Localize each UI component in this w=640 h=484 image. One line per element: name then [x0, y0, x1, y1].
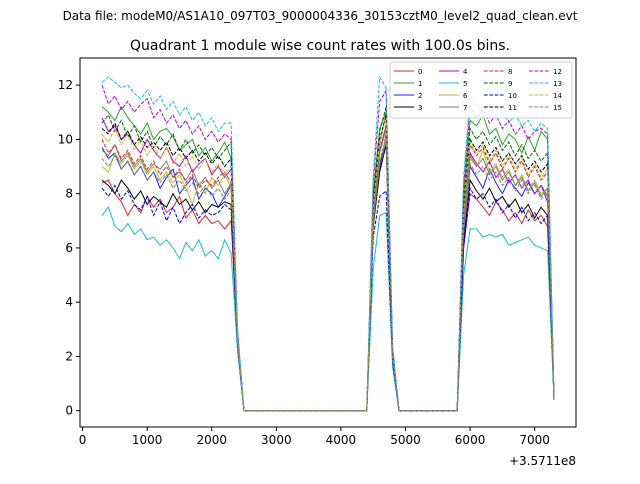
y-tick-label: 0: [65, 404, 73, 418]
legend-label-3: 3: [418, 104, 422, 112]
legend-label-12: 12: [553, 68, 562, 76]
x-offset-label: +3.5711e8: [509, 454, 576, 468]
x-tick-label: 1000: [132, 433, 163, 447]
y-tick-label: 2: [65, 349, 73, 363]
x-axis: 0 1000 2000 3000 4000 5000 6000 7000: [79, 427, 550, 447]
legend-label-14: 14: [553, 92, 562, 100]
legend-label-5: 5: [463, 80, 467, 88]
legend-label-7: 7: [463, 104, 467, 112]
legend-label-1: 1: [418, 80, 422, 88]
x-tick-label: 7000: [519, 433, 550, 447]
legend-label-4: 4: [463, 68, 468, 76]
series-line-15: [101, 136, 555, 412]
chart-title: Quadrant 1 module wise count rates with …: [130, 38, 510, 54]
legend-label-15: 15: [553, 104, 562, 112]
x-tick-label: 0: [79, 433, 87, 447]
x-tick-label: 3000: [261, 433, 292, 447]
x-tick-label: 4000: [326, 433, 357, 447]
y-tick-label: 12: [58, 78, 73, 92]
axes-frame: [79, 57, 577, 428]
y-tick-label: 10: [58, 132, 73, 146]
x-tick-label: 5000: [390, 433, 421, 447]
legend-label-0: 0: [418, 68, 422, 76]
y-tick-label: 8: [65, 187, 73, 201]
series-line-9: [101, 106, 555, 412]
legend-label-11: 11: [508, 104, 517, 112]
legend-label-6: 6: [463, 92, 468, 100]
y-axis: 0 2 4 6 8 10 12: [58, 78, 80, 418]
y-tick-label: 4: [65, 295, 73, 309]
series-layer: [101, 75, 555, 412]
legend-label-9: 9: [508, 80, 512, 88]
legend-label-2: 2: [418, 92, 422, 100]
legend-label-8: 8: [508, 68, 512, 76]
legend-box: [389, 61, 573, 119]
y-tick-label: 6: [65, 241, 73, 255]
figure-suptitle: Data file: modeM0/AS1A10_097T03_90000043…: [63, 9, 578, 23]
legend-label-13: 13: [553, 80, 562, 88]
legend-label-10: 10: [508, 92, 517, 100]
x-tick-label: 6000: [455, 433, 486, 447]
x-tick-label: 2000: [196, 433, 227, 447]
